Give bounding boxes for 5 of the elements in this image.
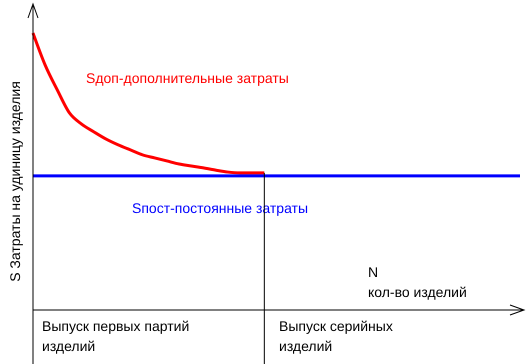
text: Выпуск первых партий изделий	[42, 318, 190, 354]
text: Выпуск серийных изделий	[279, 318, 393, 354]
y-axis-title: S Затраты на удиницу изделия	[7, 81, 23, 282]
series-label: Sдоп-дополнительные затраты	[86, 70, 289, 86]
x-axis-title: N кол-во изделий	[368, 264, 467, 300]
